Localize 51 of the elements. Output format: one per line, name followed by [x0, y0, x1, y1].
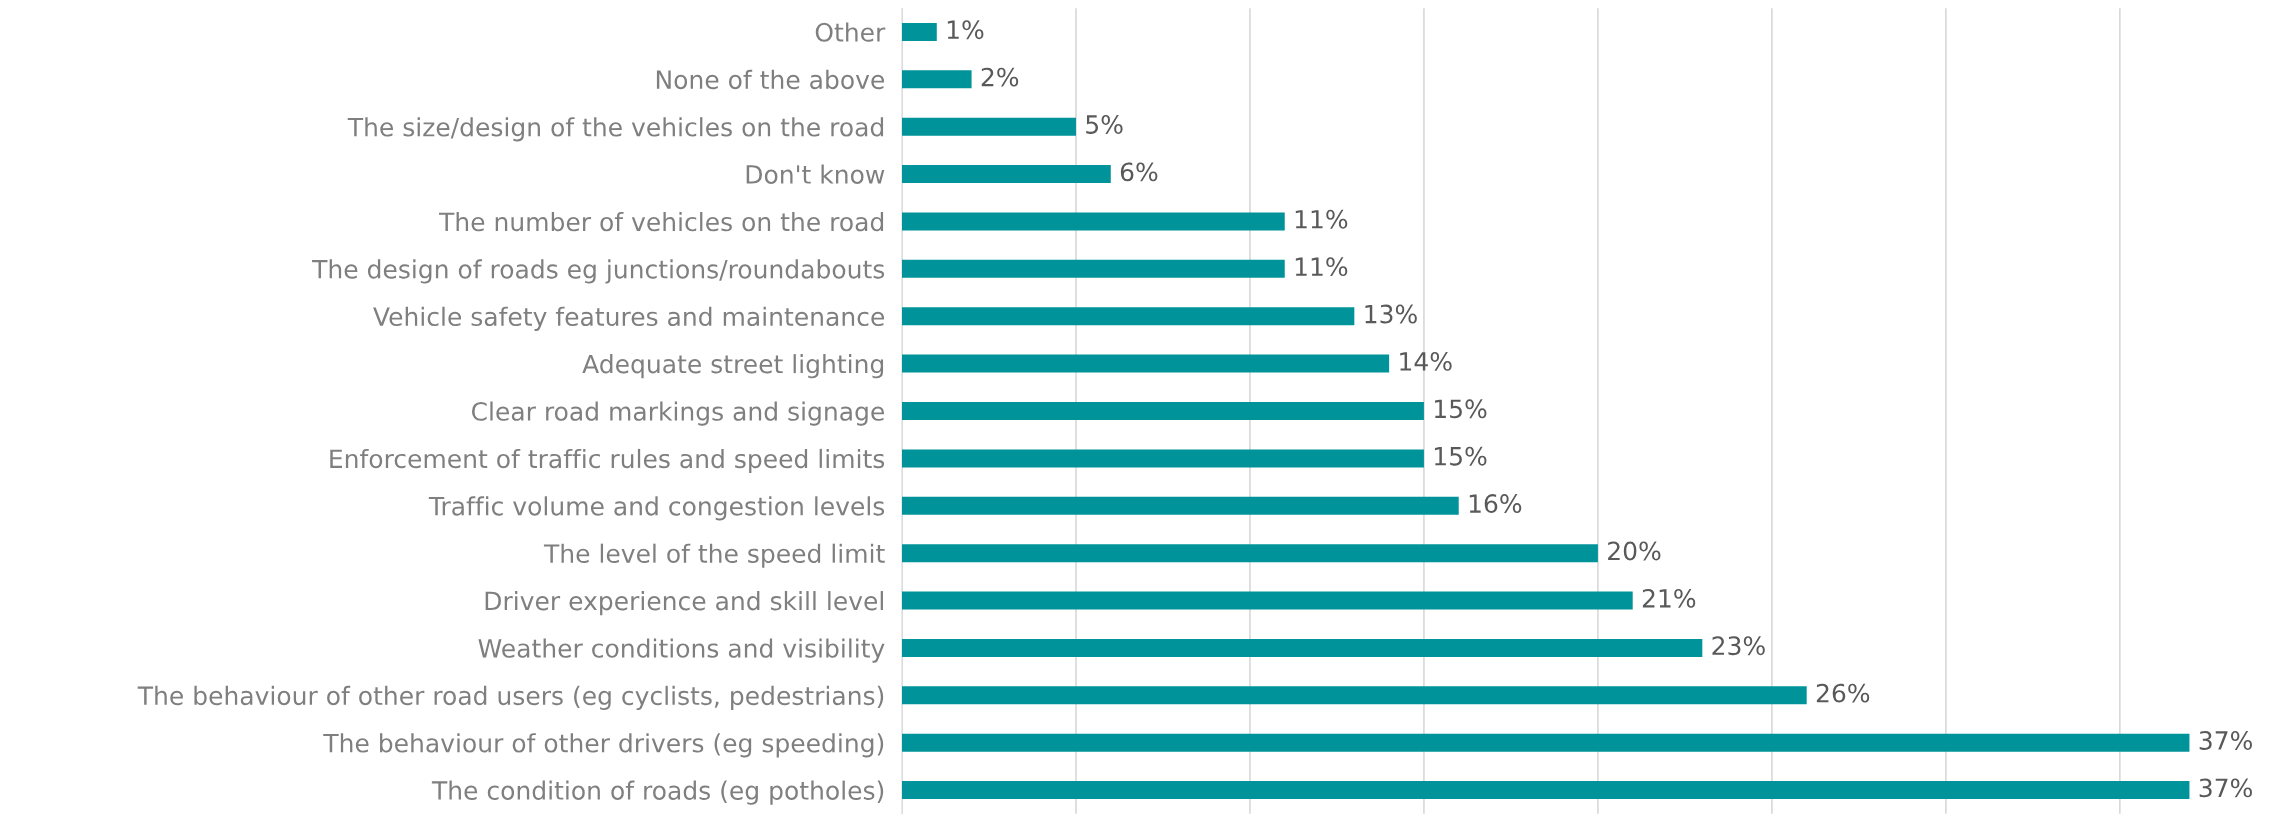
bar: [901, 307, 1355, 326]
bar: [901, 117, 1076, 136]
data-label: 26%: [1816, 683, 1870, 703]
bar: [901, 402, 1424, 420]
y-tick-label: Driver experience and skill level: [485, 591, 883, 616]
data-label: 5%: [1086, 115, 1123, 134]
y-tick-label: The size/design of the vehicles on the road: [347, 117, 884, 142]
bar: [901, 544, 1598, 563]
y-tick-label: Don't know: [746, 164, 885, 184]
y-tick-label: The level of the speed limit: [543, 543, 885, 568]
bar: [901, 781, 2190, 800]
data-label: 11%: [1295, 209, 1348, 229]
data-label: 14%: [1400, 351, 1452, 371]
bar: [901, 165, 1111, 184]
data-label: 23%: [1712, 636, 1765, 656]
data-label: 21%: [1642, 588, 1696, 608]
data-label: 15%: [1435, 399, 1487, 419]
y-tick-label: The behaviour of other road users (eg cyclists, pedestrians): [137, 685, 884, 711]
bar: [901, 259, 1285, 278]
bar: [901, 354, 1390, 373]
data-label: 15%: [1435, 446, 1487, 466]
y-tick-label: Adequate street lighting: [582, 354, 884, 379]
data-label: 13%: [1365, 304, 1417, 324]
bar: [901, 212, 1285, 231]
y-tick-label: Traffic volume and congestion levels: [428, 496, 885, 521]
y-tick-label: Weather conditions and visibility: [478, 638, 885, 663]
bar: [901, 22, 937, 41]
data-label: 6%: [1120, 162, 1158, 182]
bar: [901, 496, 1459, 515]
data-label: 20%: [1608, 541, 1661, 561]
data-label: 11%: [1295, 257, 1348, 277]
bar: [901, 686, 1807, 705]
y-tick-label: Other: [815, 22, 886, 42]
data-label: 37%: [2199, 778, 2252, 798]
y-tick-label: The number of vehicles on the road: [438, 211, 884, 232]
data-label: 16%: [1469, 494, 1522, 514]
data-label: 37%: [2199, 731, 2252, 750]
y-tick-label: Enforcement of traffic rules and speed limits: [330, 448, 885, 474]
data-label: 2%: [981, 67, 1019, 87]
data-label: 1%: [947, 20, 984, 40]
y-tick-label: None of the above: [656, 69, 884, 90]
y-tick-label: Clear road markings and signage: [471, 401, 884, 426]
bar: [901, 638, 1703, 657]
bar: [901, 70, 972, 89]
bar: [901, 733, 2190, 752]
bar: [901, 591, 1633, 610]
bar: [901, 449, 1424, 468]
y-tick-label: The condition of roads (eg potholes): [431, 780, 884, 805]
y-tick-label: The design of roads eg junctions/roundabouts: [312, 259, 885, 284]
y-tick-label: The behaviour of other drivers (eg speeding): [323, 733, 884, 758]
y-tick-label: Vehicle safety features and maintenance: [373, 306, 884, 331]
